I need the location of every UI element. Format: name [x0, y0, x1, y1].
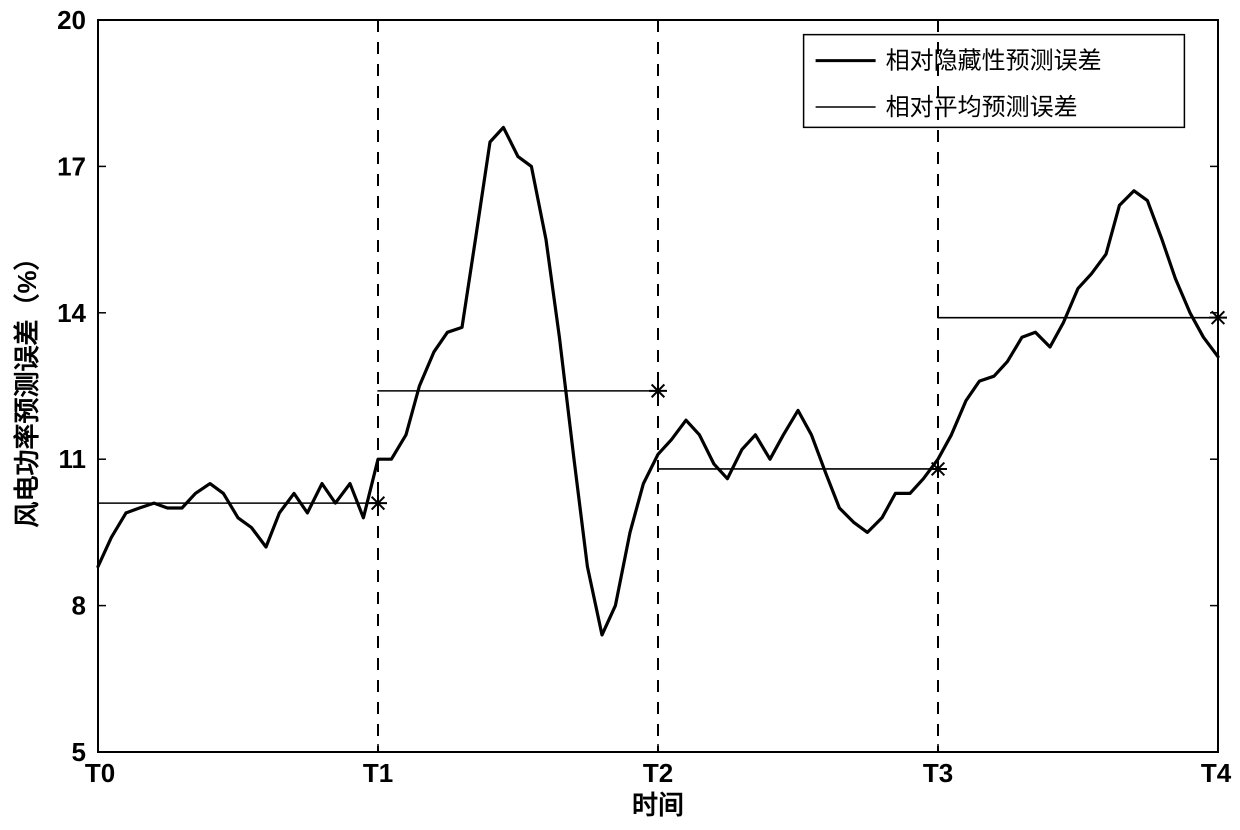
asterisk-marker: [929, 460, 947, 478]
chart-svg: 5 8 11 14 17 20 T0 T1 T2 T3 T4 时间 风电功率预测误差（%） 相对隐藏性预测…: [0, 0, 1240, 830]
x-tick-label: T0: [85, 758, 115, 788]
legend-label: 相对隐藏性预测误差: [886, 48, 1102, 75]
asterisk-marker: [649, 382, 667, 400]
y-tick-label: 20: [57, 5, 86, 35]
y-tick-label: 8: [72, 591, 86, 621]
y-tick-label: 5: [72, 737, 86, 767]
y-tick-label: 14: [57, 298, 86, 328]
x-tick-label: T4: [1201, 758, 1232, 788]
asterisk-marker: [369, 494, 387, 512]
chart-container: 5 8 11 14 17 20 T0 T1 T2 T3 T4 时间 风电功率预测误差（%） 相对隐藏性预测…: [0, 0, 1240, 830]
x-tick-label: T1: [363, 758, 393, 788]
x-tick-label: T2: [643, 758, 673, 788]
x-tick-label: T3: [923, 758, 953, 788]
asterisk-marker: [1209, 309, 1227, 327]
legend-label: 相对平均预测误差: [886, 94, 1078, 121]
y-tick-label: 17: [57, 151, 86, 181]
y-axis-label: 风电功率预测误差（%）: [12, 244, 42, 527]
x-axis-label: 时间: [632, 790, 684, 820]
y-tick-label: 11: [59, 444, 87, 474]
